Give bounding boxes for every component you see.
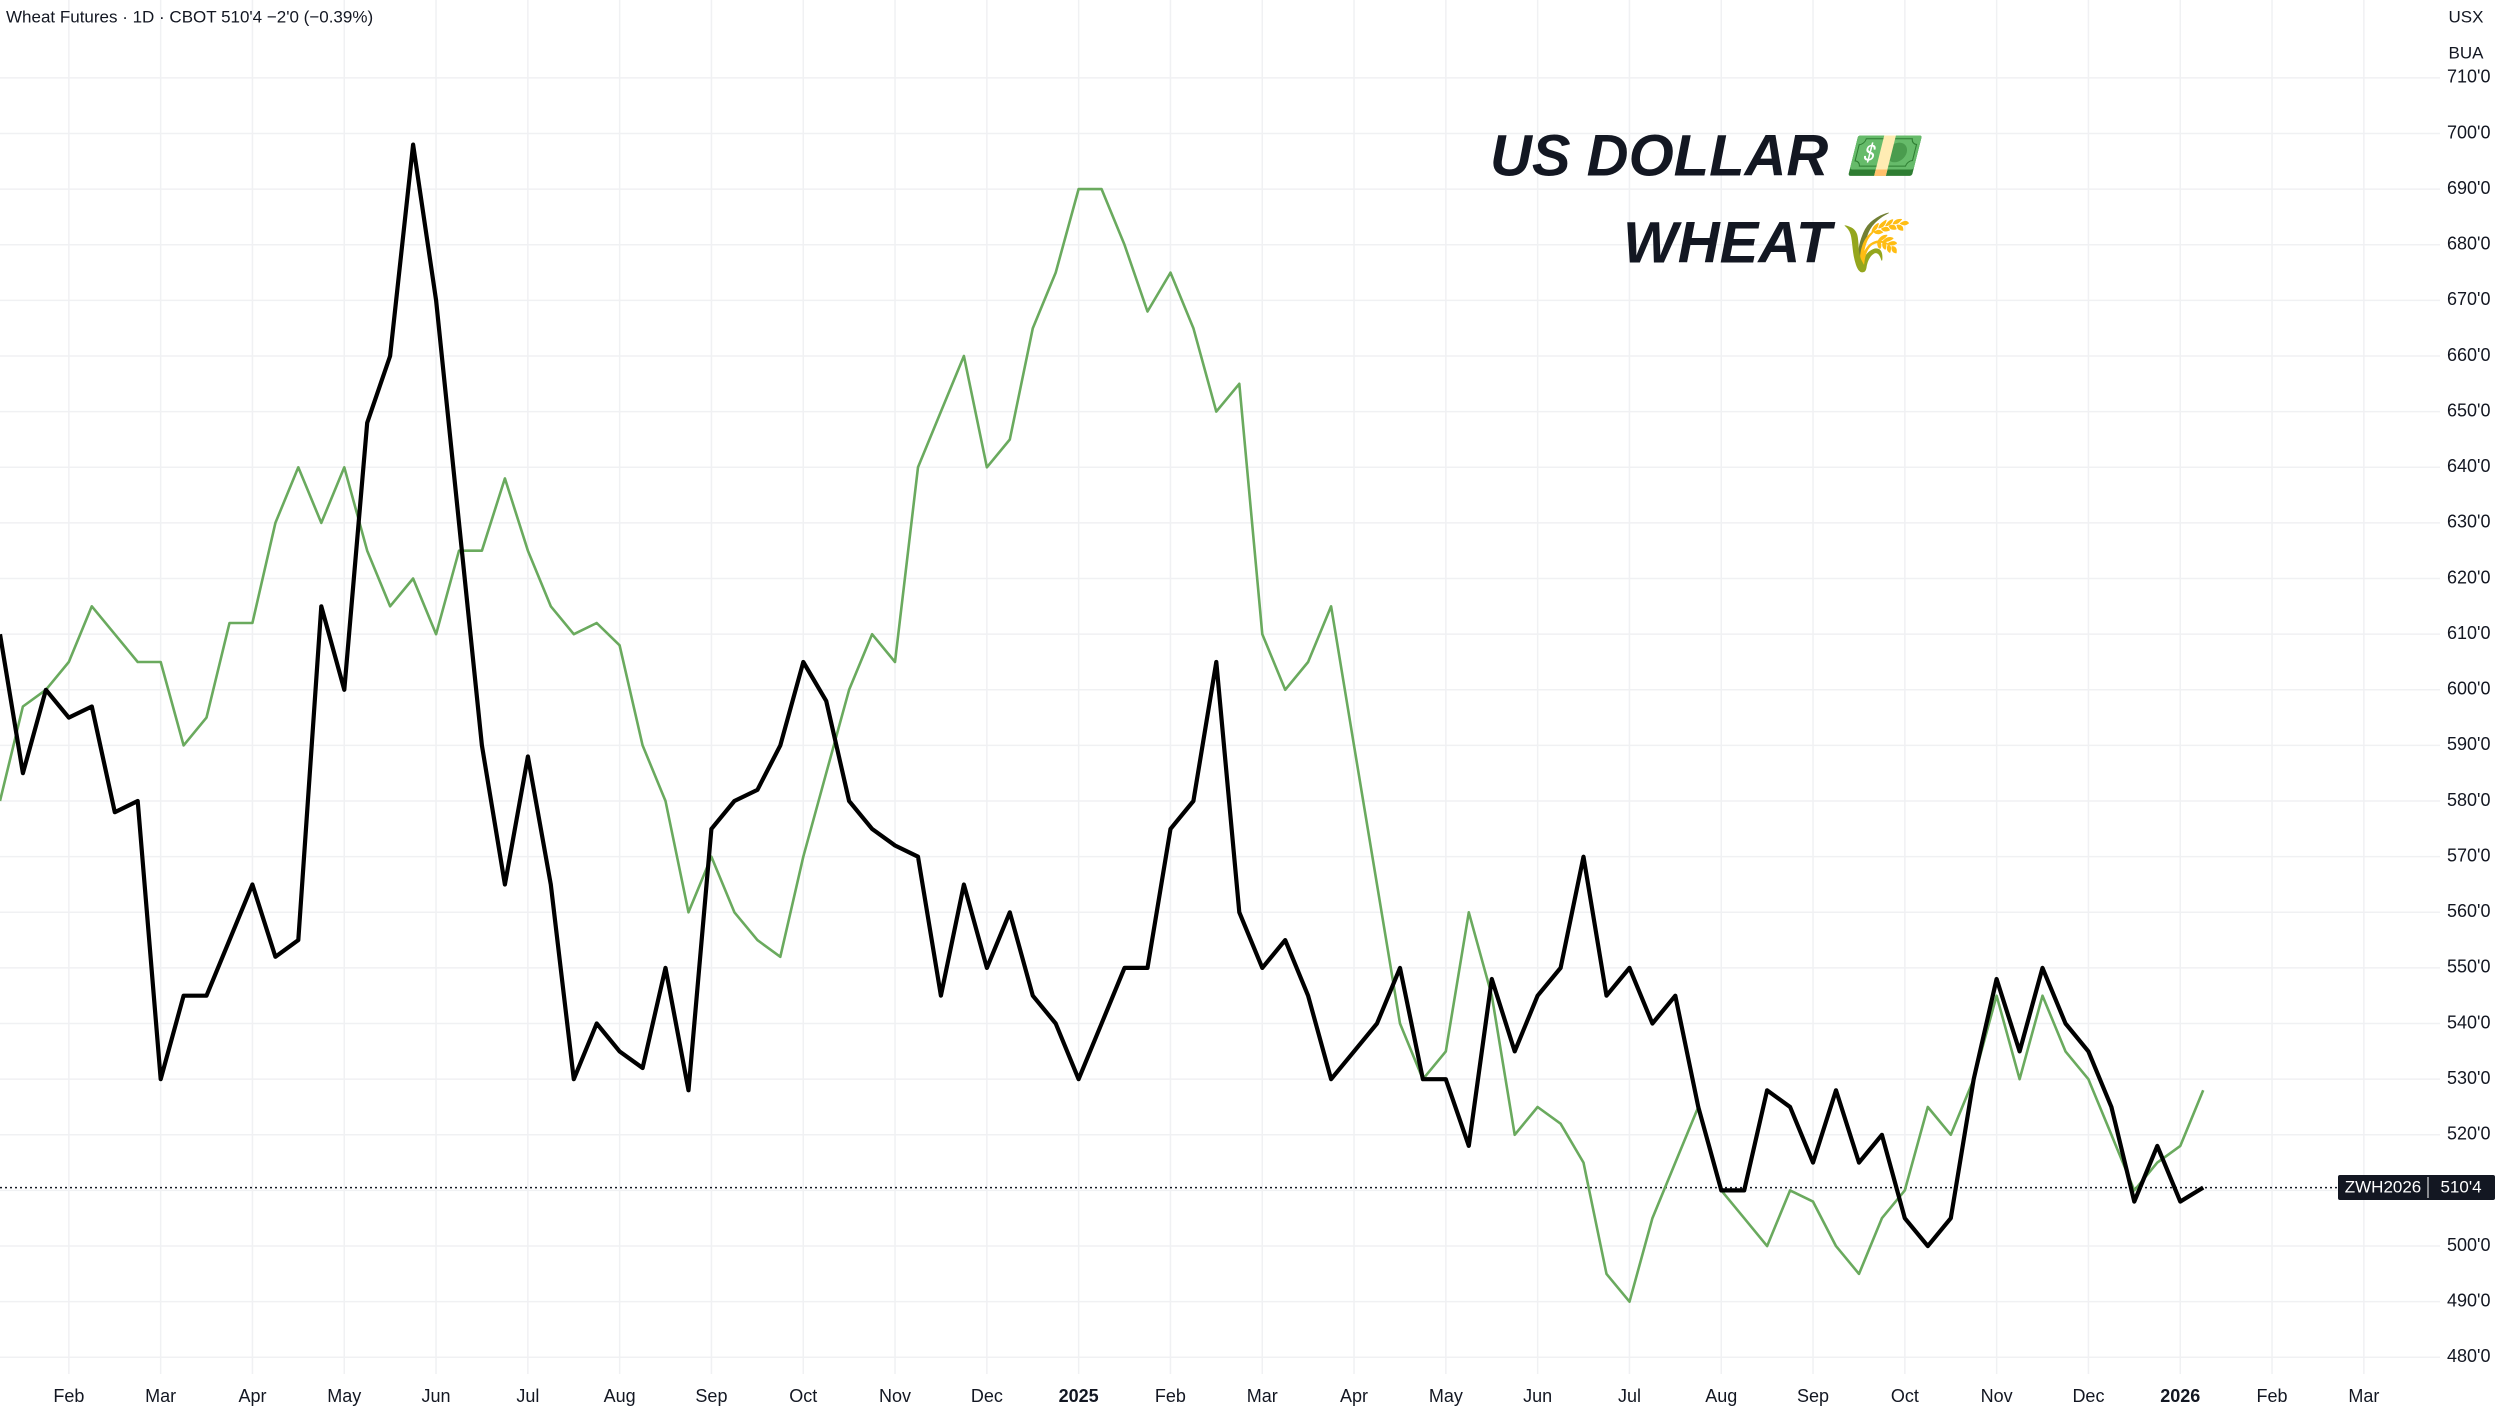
x-tick-label: Mar xyxy=(1247,1386,1278,1406)
x-tick-label: 2025 xyxy=(1059,1386,1099,1406)
series-line xyxy=(0,187,2205,1303)
y-tick-label: 630'0 xyxy=(2447,512,2490,532)
y-tick-label: 680'0 xyxy=(2447,234,2490,254)
y-tick-label: 600'0 xyxy=(2447,679,2490,699)
y-tick-label: 550'0 xyxy=(2447,957,2490,977)
x-tick-label: Oct xyxy=(1891,1386,1919,1406)
x-tick-label: Sep xyxy=(1797,1386,1829,1406)
y-tick-label: 710'0 xyxy=(2447,67,2490,87)
y-tick-label: 660'0 xyxy=(2447,345,2490,365)
y-tick-label: 620'0 xyxy=(2447,567,2490,587)
y-tick-label: 570'0 xyxy=(2447,845,2490,865)
x-tick-label: Jun xyxy=(422,1386,451,1406)
x-tick-label: Jul xyxy=(1618,1386,1641,1406)
x-tick-label: Aug xyxy=(1705,1386,1737,1406)
x-tick-label: Aug xyxy=(604,1386,636,1406)
x-tick-label: May xyxy=(1429,1386,1463,1406)
x-tick-label: Mar xyxy=(2348,1386,2379,1406)
y-tick-label: 520'0 xyxy=(2447,1124,2490,1144)
x-tick-label: Apr xyxy=(1340,1386,1368,1406)
x-tick-label: Oct xyxy=(789,1386,817,1406)
x-tick-label: May xyxy=(327,1386,361,1406)
x-tick-label: Apr xyxy=(238,1386,266,1406)
unit-label: USX xyxy=(2449,7,2484,26)
x-tick-label: Nov xyxy=(1981,1386,2013,1406)
x-tick-label: Mar xyxy=(145,1386,176,1406)
x-tick-label: Dec xyxy=(2072,1386,2104,1406)
x-tick-label: Dec xyxy=(971,1386,1003,1406)
x-tick-label: Jul xyxy=(516,1386,539,1406)
y-tick-label: 650'0 xyxy=(2447,400,2490,420)
symbol-label: ZWH2026 xyxy=(2345,1177,2422,1196)
x-tick-label: Feb xyxy=(53,1386,84,1406)
y-tick-label: 610'0 xyxy=(2447,623,2490,643)
y-tick-label: 540'0 xyxy=(2447,1012,2490,1032)
y-tick-label: 590'0 xyxy=(2447,734,2490,754)
y-tick-label: 690'0 xyxy=(2447,178,2490,198)
plot xyxy=(0,142,2205,1303)
y-tick-label: 670'0 xyxy=(2447,289,2490,309)
x-tick-label: Feb xyxy=(1155,1386,1186,1406)
x-tick-label: 2026 xyxy=(2160,1386,2200,1406)
x-tick-label: Feb xyxy=(2257,1386,2288,1406)
y-tick-label: 490'0 xyxy=(2447,1290,2490,1310)
unit-label: BUA xyxy=(2449,43,2485,62)
y-tick-label: 530'0 xyxy=(2447,1068,2490,1088)
x-tick-label: Nov xyxy=(879,1386,911,1406)
x-tick-label: Sep xyxy=(695,1386,727,1406)
y-tick-label: 480'0 xyxy=(2447,1346,2490,1366)
y-tick-label: 580'0 xyxy=(2447,790,2490,810)
price-tag xyxy=(2338,1175,2495,1200)
y-tick-label: 700'0 xyxy=(2447,122,2490,142)
y-tick-label: 640'0 xyxy=(2447,456,2490,476)
x-tick-label: Jun xyxy=(1523,1386,1552,1406)
axes: 480'0490'0500'0510'0520'0530'0540'0550'0… xyxy=(53,67,2490,1406)
series-line xyxy=(0,142,2205,1249)
chart-title: Wheat Futures · 1D · CBOT 510'4 −2'0 (−0… xyxy=(6,7,373,26)
annotation: US DOLLAR 💵 xyxy=(1490,123,1924,188)
y-tick-label: 560'0 xyxy=(2447,901,2490,921)
annotation: WHEAT🌾 xyxy=(1623,210,1913,275)
last-price-label: 510'4 xyxy=(2440,1177,2481,1196)
y-tick-label: 500'0 xyxy=(2447,1235,2490,1255)
